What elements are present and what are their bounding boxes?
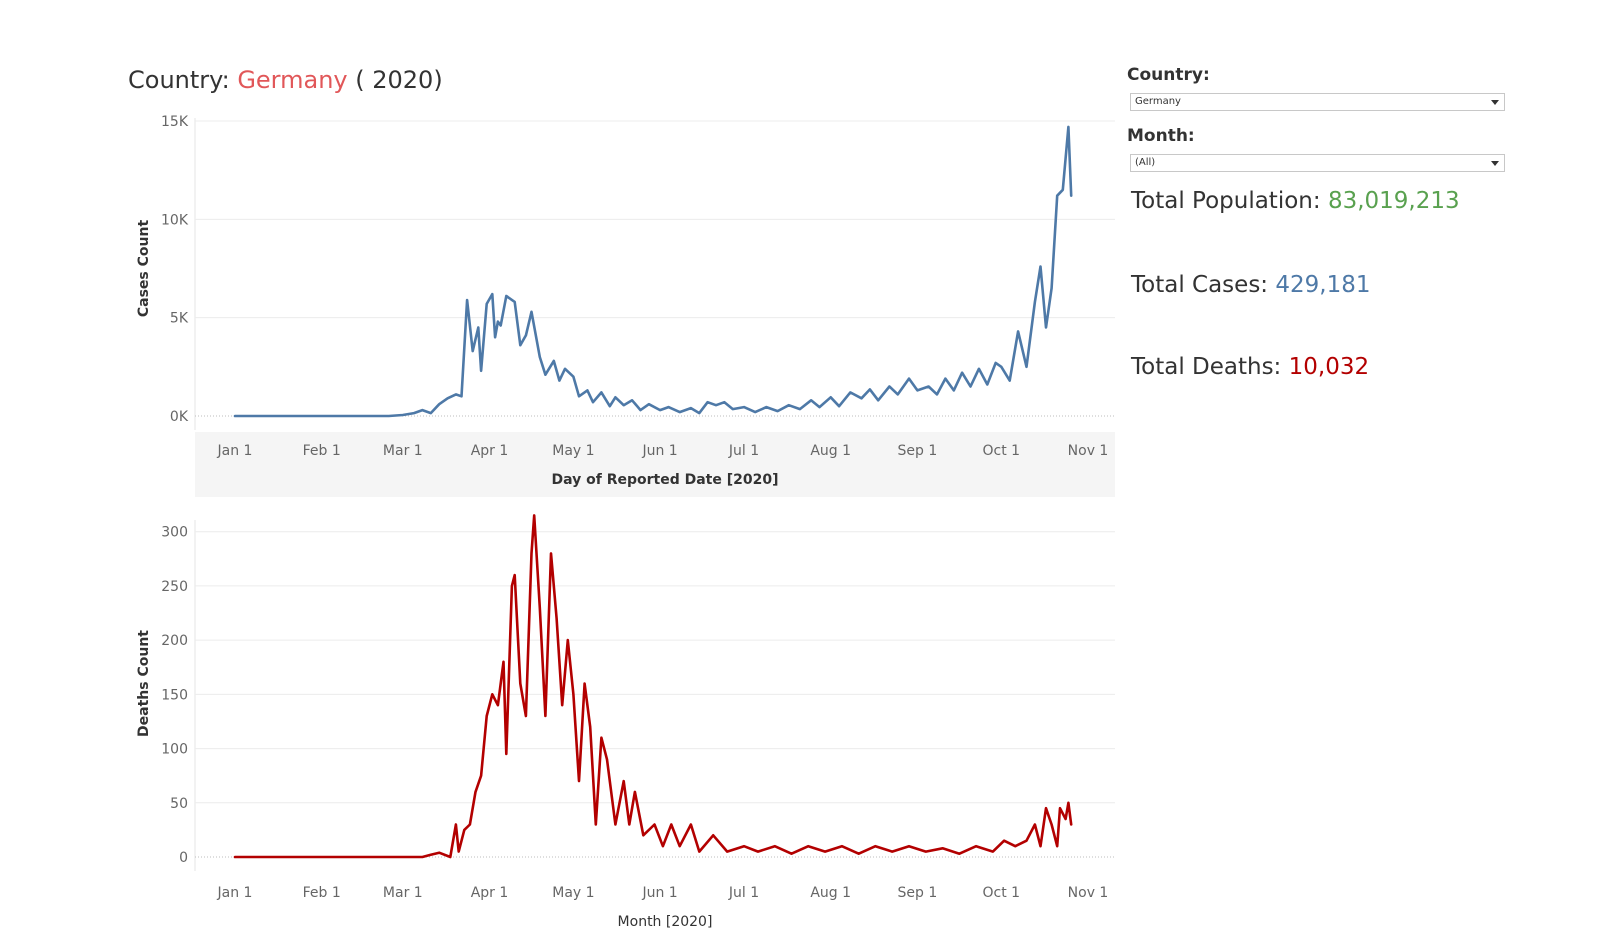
title-country: Germany (237, 66, 348, 94)
x-tick-label: Sep 1 (898, 443, 938, 459)
y-tick-label: 50 (170, 796, 188, 812)
x-tick-label: Mar 1 (383, 443, 423, 459)
x-tick-label: Feb 1 (303, 443, 341, 459)
total-population-value: 83,019,213 (1327, 188, 1460, 214)
country-dropdown[interactable]: Germany (1130, 93, 1505, 111)
total-deaths-label: Total Deaths: (1131, 354, 1289, 380)
x-tick-label: Oct 1 (983, 443, 1021, 459)
cases-line-chart[interactable]: 0K 5K 10K 15K Jan 1 Feb 1 Mar 1 Apr 1 May 1 Jun 1… (0, 0, 1140, 505)
y-tick-label: 100 (161, 742, 188, 758)
x-tick-label: May 1 (552, 885, 594, 901)
page-title: Country: Germany ( 2020) (128, 66, 443, 94)
country-dropdown-value: Germany (1135, 96, 1181, 107)
x-tick-label: Aug 1 (810, 443, 851, 459)
x-tick-label: Nov 1 (1068, 885, 1109, 901)
total-population: Total Population: 83,019,213 (1131, 188, 1460, 214)
x-tick-label: Mar 1 (383, 885, 423, 901)
y-tick-label: 15K (161, 114, 189, 130)
y-tick-label: 300 (161, 525, 188, 541)
country-filter-label: Country: (1127, 65, 1210, 85)
y-axis-title: Cases Count (136, 220, 152, 318)
total-cases: Total Cases: 429,181 (1131, 272, 1370, 298)
y-axis-title: Deaths Count (136, 630, 152, 737)
y-tick-label: 5K (170, 311, 189, 327)
month-dropdown-value: (All) (1135, 157, 1156, 168)
x-tick-label: Aug 1 (810, 885, 851, 901)
chevron-down-icon[interactable] (1486, 94, 1504, 110)
total-population-label: Total Population: (1131, 188, 1328, 214)
deaths-series-line (233, 514, 1073, 859)
month-filter-label: Month: (1127, 126, 1195, 146)
y-tick-label: 200 (161, 633, 188, 649)
total-cases-label: Total Cases: (1131, 272, 1276, 298)
cases-series-line (233, 125, 1073, 418)
y-tick-label: 10K (161, 212, 189, 228)
title-suffix: ( 2020) (347, 66, 443, 94)
total-cases-value: 429,181 (1275, 272, 1371, 298)
x-tick-label: Jul 1 (728, 443, 759, 459)
x-tick-label: Jan 1 (217, 443, 253, 459)
x-axis-title: Month [2020] (618, 914, 713, 930)
x-tick-label: Jun 1 (641, 885, 677, 901)
x-tick-label: Sep 1 (898, 885, 938, 901)
x-tick-label: Oct 1 (983, 885, 1021, 901)
x-axis-band (195, 432, 1115, 497)
x-tick-label: Nov 1 (1068, 443, 1109, 459)
y-tick-label: 0 (179, 850, 188, 866)
x-tick-label: Apr 1 (471, 443, 509, 459)
x-tick-label: Jul 1 (728, 885, 759, 901)
x-tick-label: Jun 1 (641, 443, 677, 459)
x-tick-label: May 1 (552, 443, 594, 459)
chevron-down-icon[interactable] (1486, 155, 1504, 171)
month-dropdown[interactable]: (All) (1130, 154, 1505, 172)
total-deaths: Total Deaths: 10,032 (1131, 354, 1369, 380)
y-tick-label: 150 (161, 687, 188, 703)
x-tick-label: Feb 1 (303, 885, 341, 901)
y-tick-label: 0K (170, 409, 189, 425)
x-axis-title: Day of Reported Date [2020] (551, 472, 778, 488)
x-tick-label: Apr 1 (471, 885, 509, 901)
total-deaths-value: 10,032 (1288, 354, 1370, 380)
y-tick-label: 250 (161, 579, 188, 595)
deaths-line-chart[interactable]: 0 50 100 150 200 250 300 Jan 1 Feb 1 Mar 1 Apr 1 Ma… (0, 0, 1140, 951)
x-tick-label: Jan 1 (217, 885, 253, 901)
title-prefix: Country: (128, 66, 238, 94)
